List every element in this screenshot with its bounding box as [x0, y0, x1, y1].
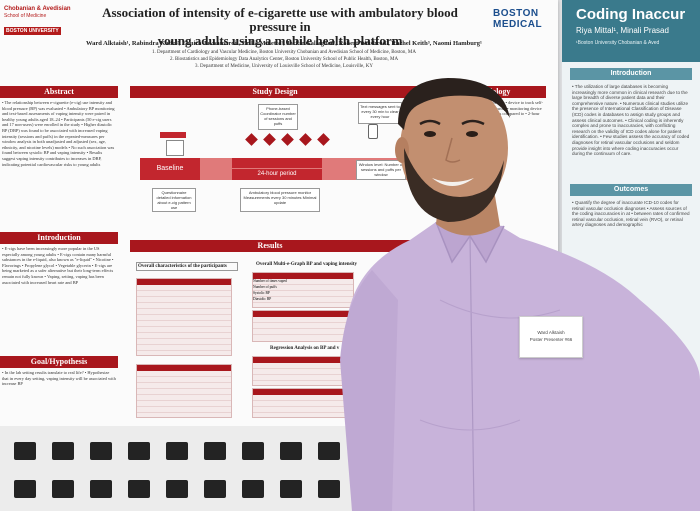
affiliation-2: 2. Biostatistics and Epidemiology Data A… [169, 57, 399, 62]
vaping-table [136, 364, 232, 418]
study-design-heading: Study Design [130, 86, 420, 98]
characteristics-table [136, 278, 232, 356]
neighbor-intro-heading: Introduction [570, 68, 692, 80]
questionnaire-icon [160, 132, 186, 138]
multi-graph-table-title: Overall Multi-e-Graph BP and vaping inte… [256, 262, 357, 267]
poster-authors: Ward Alktaish¹, Rabindra Kadel², Elmira … [86, 40, 482, 47]
regression-table-2 [252, 388, 354, 418]
phone-icon [368, 124, 378, 139]
goal-heading: Goal/Hypothesis [0, 356, 118, 368]
neighbor-outcomes-text: • Quantify the degree of inaccurate ICD-… [572, 200, 690, 228]
clipboard-icon [166, 140, 184, 156]
neighbor-poster-affiliation: ¹Boston University Chobanian & Aved [576, 40, 660, 46]
window-cells [232, 158, 322, 168]
neighbor-outcomes-heading: Outcomes [570, 184, 692, 196]
multi-graph-table-2 [252, 310, 354, 342]
poster-title: Association of intensity of e-cigarette … [102, 5, 458, 48]
affiliation-3: 3. Department of Medicine, University of… [195, 64, 373, 69]
abstract-heading: Abstract [0, 86, 118, 98]
goal-text: • In the lab setting results translate t… [2, 370, 116, 387]
bu-logo: Chobanian & Avedisian School of Medicine… [4, 6, 71, 35]
phone-coordinator-box: Phone-based Coordinator number of sessio… [258, 104, 298, 130]
introduction-heading: Introduction [0, 232, 118, 244]
ambulatory-bp-box: Ambulatory blood pressure monitor Measur… [240, 188, 320, 212]
characteristics-table-title: Overall characteristics of the participa… [136, 262, 238, 271]
neighbor-poster-title: Coding Inaccur [576, 6, 686, 23]
introduction-text: • E-cigs have been increasingly more pop… [2, 246, 114, 285]
questionnaire-box: Questionnaire detailed information about… [152, 188, 196, 212]
regression-table-title: Regression Analysis on BP and v [270, 346, 340, 351]
neighbor-intro-text: • The utilization of large databases is … [572, 84, 690, 157]
neighbor-poster-banner [562, 0, 700, 62]
neighbor-poster-authors: Riya Mittal¹, Minali Prasad [576, 26, 669, 35]
abstract-text: • The relationship between e-cigarette (… [2, 100, 115, 167]
window-label: 24-hour period [232, 169, 322, 180]
regression-table [252, 356, 354, 386]
name-badge: Ward Alktaish Poster Presenter #66 [519, 316, 583, 358]
multi-graph-table: Number of times vaped Number of puffs Sy… [252, 272, 354, 308]
results-heading: Results [130, 240, 410, 252]
window-level-box: Window level: Number of sessions and puf… [356, 160, 406, 180]
affiliation-1: 1. Department of Cardiology and Vascular… [152, 50, 416, 55]
boston-medical-logo: BOSTON MEDICAL [493, 8, 543, 30]
baseline-block: Baseline [140, 158, 200, 180]
